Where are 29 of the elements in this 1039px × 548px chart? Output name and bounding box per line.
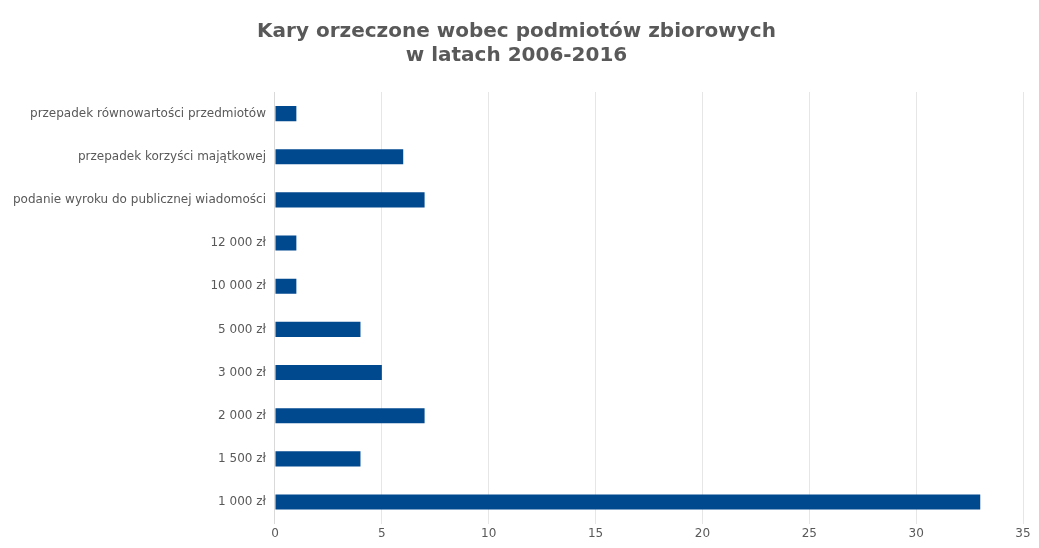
bar xyxy=(275,192,425,208)
y-tick-label: 2 000 zł xyxy=(218,407,267,422)
y-tick-label: podanie wyroku do publicznej wiadomości xyxy=(13,192,266,207)
x-tick-label: 5 xyxy=(378,525,386,540)
bar xyxy=(275,321,361,337)
bar xyxy=(275,235,297,251)
bar xyxy=(275,149,404,165)
bar xyxy=(275,451,361,467)
y-tick-label: 1 000 zł xyxy=(218,494,267,509)
x-tick-label: 25 xyxy=(801,525,817,540)
chart-title: Kary orzeczone wobec podmiotów zbiorowych w latach 2006-2016 xyxy=(257,18,776,67)
x-tick-label: 30 xyxy=(908,525,924,540)
bar xyxy=(275,278,297,294)
x-tick-label: 20 xyxy=(694,525,711,540)
bar xyxy=(275,106,297,122)
x-tick-label: 10 xyxy=(481,525,497,540)
y-tick-label: 1 500 zł xyxy=(218,450,267,465)
y-tick-label: 3 000 zł xyxy=(218,364,267,379)
x-tick-label: 15 xyxy=(587,525,604,540)
x-tick-label: 35 xyxy=(1015,525,1031,540)
bar xyxy=(275,408,425,424)
bar xyxy=(275,494,981,510)
x-tick-label: 0 xyxy=(271,525,279,540)
y-tick-label: 12 000 zł xyxy=(210,235,267,250)
y-tick-label: 5 000 zł xyxy=(218,321,267,336)
bar xyxy=(275,364,382,381)
y-tick-label: 10 000 zł xyxy=(210,278,267,293)
y-tick-label: przepadek korzyści majątkowej xyxy=(77,148,266,163)
y-tick-label: przepadek równowartości przedmiotów xyxy=(30,105,267,120)
